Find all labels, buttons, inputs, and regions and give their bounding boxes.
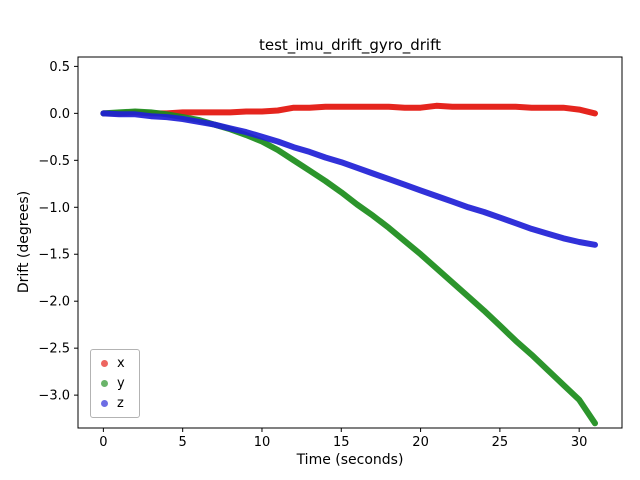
legend-marker-x [101, 360, 108, 367]
legend: x y z [90, 349, 140, 418]
x-tick-label: 0 [99, 435, 107, 450]
y-tick-label: −3.0 [38, 389, 70, 404]
x-tick-label: 5 [179, 435, 187, 450]
legend-entry-x: x [101, 357, 125, 370]
legend-label-z: z [117, 396, 124, 411]
legend-label-y: y [117, 376, 125, 391]
y-axis-label: Drift (degrees) [16, 190, 32, 294]
legend-entry-y: y [101, 377, 125, 390]
y-tick-label: −1.0 [38, 201, 70, 216]
y-tick-label: −2.5 [38, 342, 70, 357]
legend-entry-z: z [101, 397, 125, 410]
x-tick-label: 20 [412, 435, 429, 450]
x-tick-label: 15 [333, 435, 350, 450]
x-tick-label: 10 [254, 435, 271, 450]
y-tick-label: 0.5 [49, 60, 70, 75]
chart-title: test_imu_drift_gyro_drift [258, 36, 441, 54]
plot-area [77, 56, 623, 429]
x-tick-label: 30 [571, 435, 588, 450]
legend-marker-z [101, 400, 108, 407]
x-axis-label: Time (seconds) [296, 452, 404, 468]
y-tick-label: −0.5 [38, 154, 70, 169]
y-tick-label: −1.5 [38, 248, 70, 263]
legend-marker-y [101, 380, 108, 387]
y-tick-label: 0.0 [49, 107, 70, 122]
x-tick-label: 25 [492, 435, 509, 450]
y-tick-label: −2.0 [38, 295, 70, 310]
series-z-line [100, 110, 598, 248]
series-x-line [100, 102, 598, 117]
series-y-line [100, 108, 598, 427]
axis-ticks: 0 5 10 15 20 25 30 0.5 0.0 −0.5 −1.0 −1.5 −2.0 −2.5 −3… [38, 60, 587, 450]
legend-label-x: x [117, 356, 125, 371]
